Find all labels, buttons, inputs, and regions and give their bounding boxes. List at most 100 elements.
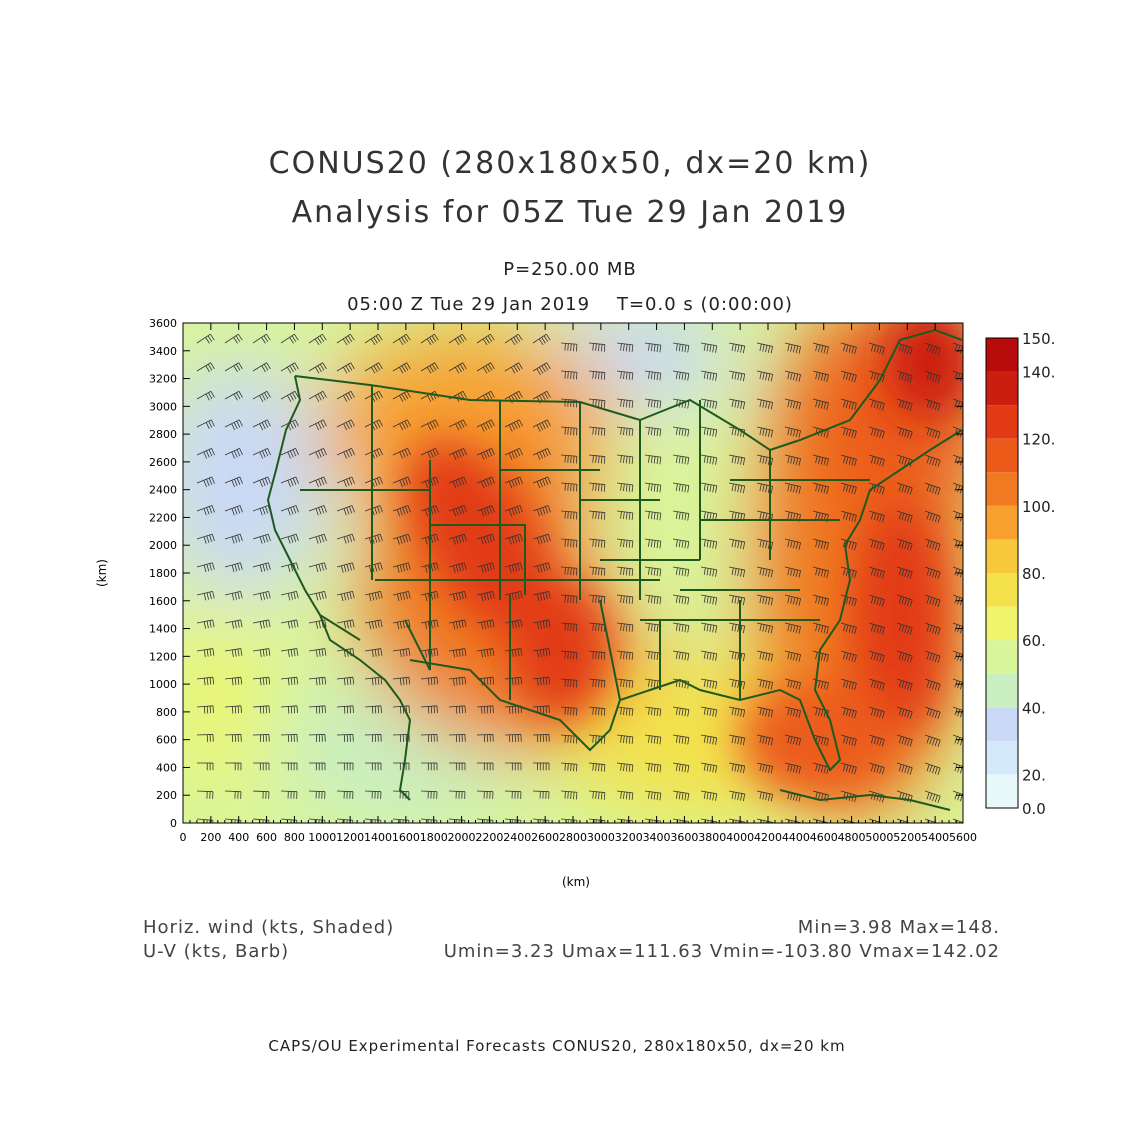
wind-barb: [392, 533, 411, 545]
wind-barb: [700, 398, 718, 409]
wind-barb: [504, 448, 523, 460]
wind-barb: [420, 705, 438, 714]
wind-barb: [644, 426, 662, 437]
wind-barb: [672, 482, 690, 493]
wind-barb: [224, 390, 243, 401]
wind-barb: [812, 482, 829, 495]
wind-barb: [224, 533, 243, 544]
wind-barb: [588, 482, 606, 492]
wind-barb: [364, 705, 382, 714]
wind-barb: [280, 390, 299, 402]
wind-barb: [532, 533, 551, 545]
wind-barb: [252, 676, 271, 686]
wind-barb: [840, 510, 857, 523]
y-axis: 0 200 400 600 800 1000 1200 1400 1600 1800 2000 220…: [149, 317, 963, 830]
wind-barb: [560, 342, 578, 352]
wind-barb: [896, 482, 913, 495]
wind-barb: [392, 362, 411, 374]
y-tick-label: 2000: [149, 539, 177, 552]
colorbar-label: 120.: [1022, 431, 1055, 449]
wind-barb: [868, 706, 885, 719]
colorbar-label: 0.0: [1022, 800, 1046, 818]
wind-barb: [224, 476, 243, 488]
colorbar-label: 140.: [1022, 364, 1055, 382]
wind-barb: [532, 648, 551, 658]
wind-barb: [224, 619, 243, 629]
wind-barb: [476, 619, 495, 630]
wind-barb: [224, 676, 243, 686]
wind-barb: [308, 562, 327, 573]
y-tick-label: 3400: [149, 345, 177, 358]
wind-barb: [196, 476, 215, 488]
wind-barb: [252, 734, 270, 742]
x-tick-label: 0: [180, 831, 187, 844]
wind-barb: [504, 790, 522, 799]
wind-barb: [560, 622, 578, 632]
wind-barb: [672, 454, 690, 465]
wind-barb: [308, 705, 326, 714]
wind-barb: [896, 622, 913, 635]
wind-barb: [280, 762, 298, 771]
wind-barb: [924, 650, 941, 664]
uv-range-readout: Umin=3.23 Umax=111.63 Vmin=-103.80 Vmax=…: [443, 941, 1000, 962]
wind-barb: [896, 818, 912, 823]
wind-barb: [504, 562, 523, 573]
wind-barb: [224, 762, 242, 771]
wind-barb: [896, 426, 913, 439]
wind-barb: [308, 362, 327, 374]
wind-barb: [420, 762, 438, 771]
wind-barb: [448, 762, 466, 771]
x-tick-label: 2000: [448, 831, 476, 844]
wind-barb: [560, 426, 578, 436]
wind-barb: [700, 454, 718, 465]
wind-barb: [560, 706, 578, 716]
wind-barb: [196, 333, 215, 344]
wind-barb: [308, 790, 326, 799]
wind-barb: [336, 590, 355, 602]
wind-barb: [280, 676, 299, 686]
wind-barb: [252, 648, 271, 658]
wind-barb: [336, 505, 355, 516]
wind-barb: [420, 562, 439, 573]
wind-barb: [700, 538, 718, 549]
wind-barb: [728, 790, 746, 802]
wind-barb: [700, 678, 718, 689]
colorbar-bin: [986, 774, 1018, 808]
wind-barb: [812, 398, 829, 411]
wind-barb: [756, 734, 774, 746]
wind-barb: [392, 705, 410, 714]
wind-barb: [840, 734, 857, 747]
y-tick-label: 2200: [149, 511, 177, 524]
wind-barb: [560, 370, 578, 380]
wind-barb: [784, 706, 801, 718]
wind-barb: [896, 370, 913, 383]
wind-barb: [924, 538, 941, 552]
wind-barb: [840, 762, 857, 775]
wind-barb: [392, 476, 411, 488]
wind-barb: [756, 594, 774, 606]
wind-barb: [728, 706, 746, 718]
wind-barb: [532, 619, 551, 630]
colorbar-bin: [986, 539, 1018, 573]
wind-barb: [644, 734, 662, 745]
wind-barb: [504, 362, 523, 374]
wind-barb: [840, 454, 857, 467]
wind-barb: [924, 398, 941, 412]
wind-barb: [784, 538, 801, 550]
wind-barb: [280, 448, 299, 459]
colorbar-bin: [986, 338, 1018, 372]
wind-barb: [448, 362, 467, 374]
wind-barb: [448, 562, 467, 573]
wind-barb: [812, 790, 829, 803]
wind-barb: [420, 448, 439, 459]
wind-barb: [560, 762, 578, 772]
wind-barb: [588, 818, 606, 823]
wind-barb: [840, 398, 857, 411]
wind-barb: [308, 448, 327, 459]
wind-barb: [728, 370, 746, 382]
wind-barb: [840, 622, 857, 635]
wind-barb: [728, 342, 746, 354]
wind-barb: [924, 370, 941, 384]
wind-barb: [532, 448, 551, 460]
wind-barb: [392, 505, 411, 517]
